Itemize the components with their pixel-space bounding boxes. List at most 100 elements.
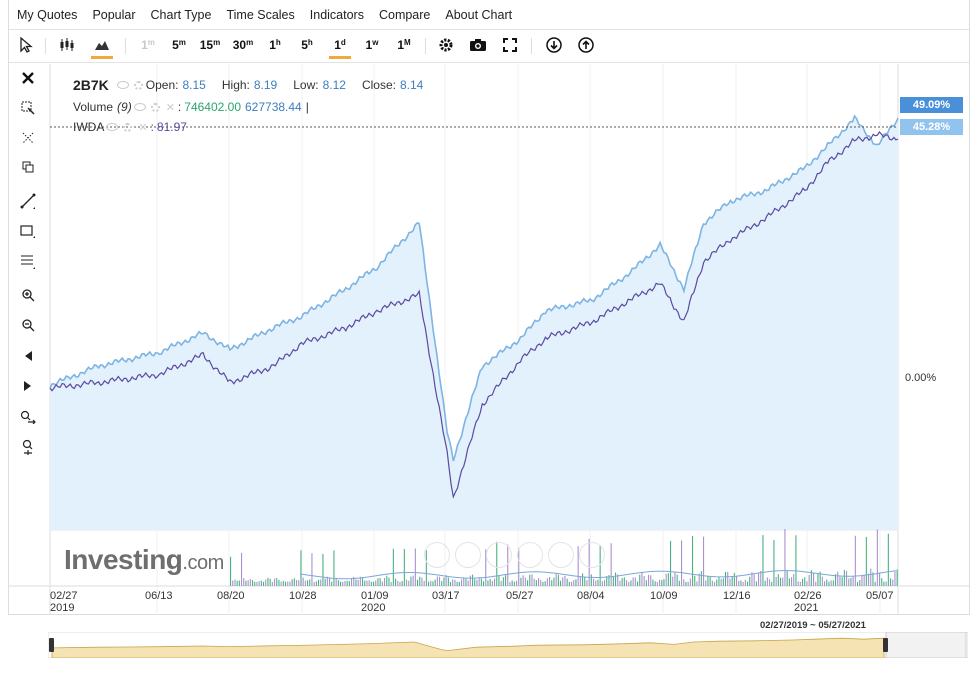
volume-bar bbox=[623, 577, 625, 586]
menu-compare[interactable]: Compare bbox=[378, 7, 431, 22]
close-icon[interactable] bbox=[17, 67, 39, 89]
volume-bar bbox=[392, 548, 394, 586]
zoom-to-latest-icon[interactable] bbox=[17, 406, 39, 428]
candlestick-icon[interactable] bbox=[57, 30, 79, 60]
series-settings-icon[interactable] bbox=[133, 80, 143, 90]
volume-bar bbox=[639, 574, 641, 586]
overlay-zoom-out-icon[interactable] bbox=[424, 542, 450, 568]
x-tick: 02/27 2019 bbox=[50, 590, 78, 614]
volume-bar bbox=[606, 576, 608, 586]
volume-bar bbox=[705, 580, 707, 586]
volume-bar bbox=[846, 570, 848, 586]
chart-overlay-controls bbox=[424, 542, 605, 568]
series-2b7k-area bbox=[50, 116, 898, 530]
volume-bar bbox=[650, 575, 652, 586]
volume-bar bbox=[573, 580, 575, 586]
volume-bar bbox=[230, 556, 232, 586]
volume-bar bbox=[472, 574, 474, 586]
volume-bar bbox=[419, 576, 421, 586]
volume-bar bbox=[725, 571, 727, 586]
upload-cloud-icon[interactable] bbox=[575, 30, 597, 60]
volume-bar bbox=[720, 578, 722, 586]
volume-bar bbox=[676, 574, 678, 586]
overlay-next-icon[interactable] bbox=[579, 542, 605, 568]
symbol-label: 2B7K bbox=[73, 77, 109, 93]
volume-remove-icon[interactable]: ✕ bbox=[165, 101, 175, 114]
volume-bar bbox=[601, 581, 603, 586]
volume-eye-icon[interactable] bbox=[133, 103, 146, 111]
copy-layers-icon[interactable] bbox=[17, 156, 39, 178]
cursor-icon[interactable] bbox=[15, 30, 37, 60]
volume-bar bbox=[557, 574, 559, 586]
volume-bar bbox=[755, 581, 757, 586]
menu-about-chart[interactable]: About Chart bbox=[445, 7, 513, 22]
scroll-right-icon[interactable] bbox=[17, 375, 39, 397]
menu-popular[interactable]: Popular bbox=[92, 7, 136, 22]
menu-time-scales[interactable]: Time Scales bbox=[226, 7, 295, 22]
area-chart-icon[interactable] bbox=[89, 30, 115, 60]
volume-bar bbox=[830, 580, 832, 586]
volume-bar bbox=[742, 581, 744, 586]
menu-my-quotes[interactable]: My Quotes bbox=[17, 7, 78, 22]
timeframe-30m[interactable]: 30 m bbox=[232, 37, 254, 53]
volume-bar bbox=[388, 577, 390, 586]
volume-settings-icon[interactable] bbox=[150, 102, 160, 112]
camera-icon[interactable] bbox=[467, 30, 489, 60]
volume-bar bbox=[700, 571, 702, 586]
menu-chart-type[interactable]: Chart Type bbox=[150, 7, 212, 22]
volume-bar bbox=[661, 580, 663, 586]
volume-bar bbox=[652, 579, 654, 586]
volume-bar bbox=[546, 578, 548, 586]
volume-bar bbox=[443, 577, 445, 586]
settings-gear-icon[interactable] bbox=[435, 30, 457, 60]
timeframe-15m[interactable]: 15 m bbox=[199, 37, 221, 53]
overlay-zoom-in-icon[interactable] bbox=[455, 542, 481, 568]
menu-indicators[interactable]: Indicators bbox=[309, 7, 364, 22]
visibility-eye-icon[interactable] bbox=[116, 81, 129, 89]
compare-settings-icon[interactable] bbox=[123, 122, 133, 132]
volume-bar bbox=[744, 579, 746, 586]
compare-symbol: IWDA bbox=[73, 120, 105, 134]
measure-tool-icon[interactable] bbox=[17, 127, 39, 149]
scroll-left-icon[interactable] bbox=[17, 345, 39, 367]
volume-bar bbox=[619, 580, 621, 586]
volume-bar bbox=[276, 577, 278, 586]
volume-bar bbox=[780, 577, 782, 586]
price-badge-main: 49.09% bbox=[900, 97, 963, 113]
download-cloud-icon[interactable] bbox=[543, 30, 565, 60]
volume-bar bbox=[507, 544, 509, 586]
overlay-pan-icon[interactable] bbox=[548, 542, 574, 568]
rectangle-tool-icon[interactable] bbox=[17, 220, 39, 242]
reset-zoom-icon[interactable] bbox=[17, 436, 39, 458]
compare-remove-icon[interactable]: ✕ bbox=[138, 121, 148, 134]
volume-bar bbox=[267, 577, 269, 586]
navigator[interactable] bbox=[48, 632, 968, 658]
fullscreen-icon[interactable] bbox=[499, 30, 521, 60]
zoom-in-icon[interactable] bbox=[17, 284, 39, 306]
overlay-measure-icon[interactable] bbox=[517, 542, 543, 568]
volume-bar bbox=[335, 578, 337, 586]
overlay-reset-icon[interactable] bbox=[486, 542, 512, 568]
volume-bar bbox=[659, 579, 661, 586]
volume-bar bbox=[368, 580, 370, 586]
x-tick: 10/09 bbox=[650, 590, 678, 602]
volume-bar bbox=[269, 578, 271, 586]
volume-bar bbox=[835, 574, 837, 586]
volume-bar bbox=[485, 549, 487, 586]
volume-bar bbox=[430, 580, 432, 586]
trendline-icon[interactable] bbox=[17, 190, 39, 212]
volume-bar bbox=[232, 580, 234, 586]
open-value: 8.15 bbox=[182, 78, 206, 92]
fibonacci-lines-icon[interactable] bbox=[17, 250, 39, 272]
zoom-out-icon[interactable] bbox=[17, 314, 39, 336]
volume-bar bbox=[887, 533, 889, 586]
compare-eye-icon[interactable] bbox=[106, 123, 119, 131]
crosshair-cursor-icon[interactable] bbox=[17, 97, 39, 119]
